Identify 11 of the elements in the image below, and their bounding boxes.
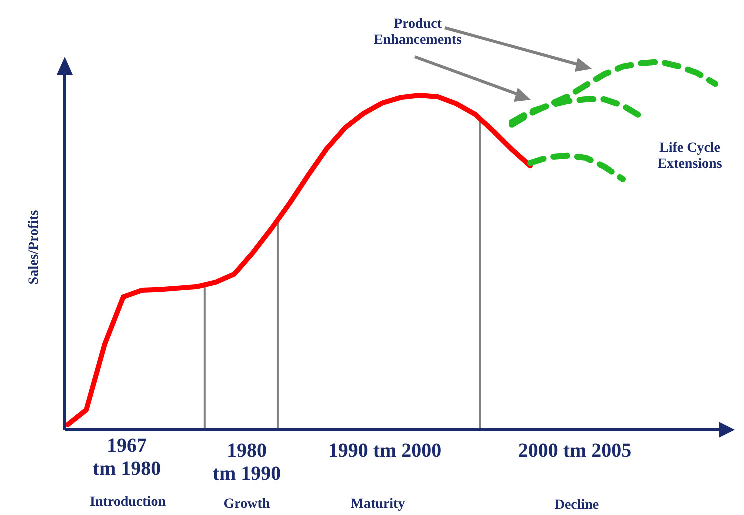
text: 1980 tm 1990 bbox=[212, 440, 282, 485]
text: Introduction bbox=[90, 495, 166, 510]
text: 2000 tm 2005 bbox=[518, 440, 632, 462]
text: Product Enhancements bbox=[374, 17, 462, 48]
annotation: Life Cycle Extensions bbox=[658, 141, 723, 172]
text: Maturity bbox=[350, 497, 406, 512]
text: Decline bbox=[554, 498, 600, 513]
text: 1967 tm 1980 bbox=[92, 435, 162, 480]
text: Growth bbox=[224, 497, 270, 512]
y-axis-title: Sales/Profits bbox=[27, 210, 42, 285]
text: 1990 tm 2000 bbox=[328, 440, 442, 462]
